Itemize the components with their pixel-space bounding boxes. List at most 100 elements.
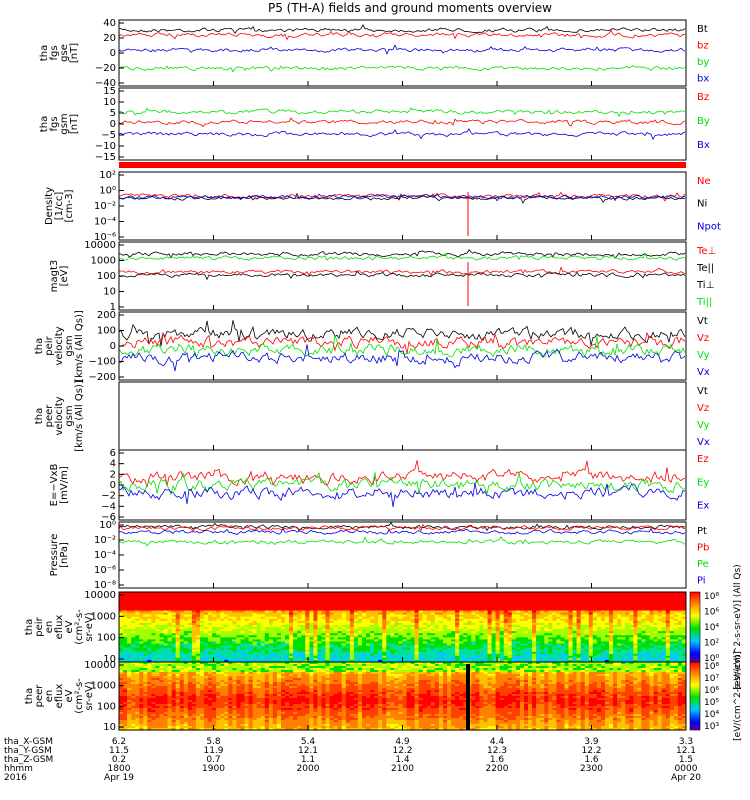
ylabel-line: tha — [39, 116, 50, 132]
spectrogram-cell — [459, 659, 464, 663]
spectrogram-cell — [677, 610, 683, 614]
spectrogram-cell — [499, 651, 505, 655]
spectrogram-cell — [175, 631, 181, 634]
spectrogram-cell — [264, 610, 270, 614]
spectrogram-cell — [601, 606, 606, 610]
spectrogram-cell — [459, 627, 464, 630]
spectrogram-cell — [495, 624, 501, 628]
spectrogram-cell — [329, 606, 335, 610]
series-line-Vx — [118, 344, 686, 372]
spectrogram-cell — [471, 659, 476, 663]
spectrogram-cell — [430, 602, 436, 605]
spectrogram-cell — [131, 604, 136, 608]
spectrogram-cell — [511, 600, 517, 603]
spectrogram-cell — [544, 618, 549, 622]
spectrogram-cell — [268, 627, 274, 630]
spectrogram-cell — [208, 635, 213, 638]
spectrogram-cell — [293, 596, 298, 599]
spectrogram-cell — [422, 606, 428, 610]
spectrogram-cell — [353, 596, 359, 599]
spectrogram-cell — [195, 600, 201, 603]
spectrogram-cell — [191, 608, 197, 612]
spectrogram-cell — [661, 620, 667, 624]
spectrogram-cell — [228, 604, 233, 608]
spectrogram-cell — [349, 635, 355, 638]
spectrogram-cell — [119, 616, 124, 620]
spectrogram-cell — [649, 620, 655, 624]
spectrogram-cell — [208, 641, 213, 645]
spectrogram-cell — [232, 592, 237, 595]
spectrogram-cell — [641, 649, 646, 653]
ylabel-line: [cm-3] — [64, 189, 75, 222]
spectrogram-cell — [592, 604, 598, 608]
spectrogram-cell — [240, 629, 246, 632]
spectrogram-cell — [475, 612, 480, 616]
spectrogram-cell — [390, 624, 395, 628]
spectrogram-cell — [491, 616, 497, 620]
spectrogram-cell — [325, 645, 331, 649]
spectrogram-cell — [208, 604, 213, 608]
spectrogram-cell — [609, 657, 614, 661]
spectrogram-cell — [155, 598, 160, 601]
spectrogram-cell — [511, 606, 517, 610]
spectrogram-cell — [337, 635, 343, 638]
spectrogram-cell — [321, 633, 327, 636]
spectrogram-cell — [240, 600, 246, 603]
spectrogram-cell — [232, 600, 237, 603]
spectrogram-cell — [580, 649, 586, 653]
spectrogram-cell — [236, 651, 241, 655]
spectrogram-cell — [155, 651, 160, 655]
spectrogram-cell — [167, 639, 173, 643]
spectrogram-cell — [617, 592, 622, 595]
spectrogram-cell — [653, 602, 659, 605]
spectrogram-cell — [167, 600, 173, 603]
spectrogram-cell — [641, 614, 646, 618]
spectrogram-cell — [426, 610, 432, 614]
spectrogram-cell — [341, 598, 347, 601]
spectrogram-cell — [143, 647, 148, 651]
spectrogram-cell — [264, 657, 270, 661]
spectrogram-cell — [155, 594, 160, 597]
spectrogram-cell — [499, 629, 505, 632]
spectrogram-cell — [163, 645, 169, 649]
spectrogram-cell — [665, 594, 671, 597]
spectrogram-cell — [467, 659, 472, 663]
spectrogram-cell — [503, 631, 509, 634]
spectrogram-cell — [386, 653, 391, 657]
spectrogram-cell — [645, 637, 651, 640]
spectrogram-cell — [123, 620, 128, 624]
spectrogram-cell — [139, 612, 144, 616]
spectrogram-cell — [572, 627, 578, 630]
spectrogram-cell — [317, 629, 322, 632]
spectrogram-cell — [345, 596, 351, 599]
spectrogram-cell — [394, 598, 399, 601]
spectrogram-cell — [228, 596, 233, 599]
spectrogram-cell — [337, 647, 343, 651]
spectrogram-cell — [281, 620, 286, 624]
spectrogram-cell — [621, 594, 626, 597]
spectrogram-cell — [645, 594, 651, 597]
spectrogram-cell — [592, 647, 598, 651]
spectrogram-cell — [236, 620, 241, 624]
spectrogram-cell — [633, 651, 638, 655]
spectrogram-cell — [552, 612, 557, 616]
spectrogram-cell — [544, 594, 549, 597]
spectrogram-cell — [183, 594, 189, 597]
spectrogram-cell — [281, 645, 286, 649]
spectrogram-cell — [289, 659, 294, 663]
spectrogram-cell — [321, 614, 327, 618]
spectrogram-cell — [337, 645, 343, 649]
spectrogram-cell — [443, 598, 448, 601]
spectrogram-cell — [394, 606, 399, 610]
spectrogram-cell — [224, 633, 229, 636]
spectrogram-cell — [264, 637, 270, 640]
spectrogram-cell — [560, 631, 566, 634]
spectrogram-cell — [479, 633, 484, 636]
spectrogram-cell — [382, 637, 387, 640]
spectrogram-cell — [621, 649, 626, 653]
spectrogram-cell — [657, 596, 663, 599]
spectrogram-cell — [552, 637, 557, 640]
spectrogram-cell — [285, 635, 290, 638]
spectrogram-cell — [443, 610, 448, 614]
spectrogram-cell — [224, 622, 229, 626]
